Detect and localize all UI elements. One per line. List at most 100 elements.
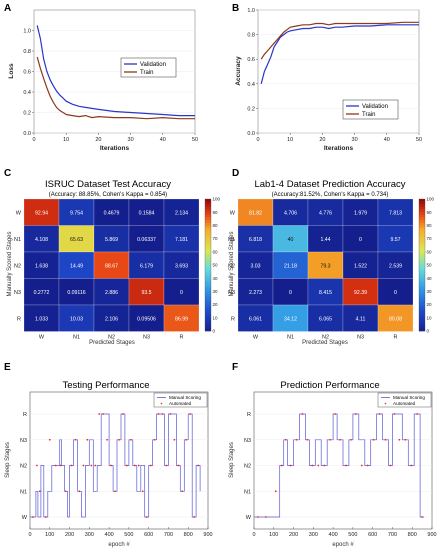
- isruc-cell: [58, 198, 95, 226]
- lab-colorbar-segment: [419, 217, 425, 221]
- lab-cell: [377, 251, 414, 279]
- prediction-automated-point: [295, 438, 298, 441]
- lab-colorbar-segment: [419, 199, 425, 202]
- isruc-subtitle: (Accuracy: 88.85%, Cohen's Kappa = 0.854…: [49, 192, 167, 198]
- prediction-automated-point: [317, 464, 320, 467]
- isruc-colorbar-segment: [205, 296, 211, 300]
- accuracy-x-tick-label: 50: [416, 137, 422, 143]
- lab-colorbar-segment: [419, 286, 425, 290]
- loss-x-axis-label: Iterations: [100, 145, 130, 152]
- accuracy-x-tick-label: 10: [287, 137, 293, 143]
- isruc-cell-value: 7.181: [175, 237, 188, 243]
- isruc-cell-value: 2.106: [105, 316, 118, 322]
- isruc-colorbar-segment: [205, 241, 211, 245]
- lab-colorbar-segment: [419, 251, 425, 255]
- isruc-y-category: N1: [14, 237, 21, 243]
- panel-letter-f: F: [232, 362, 238, 373]
- prediction-y-tick-label: R: [247, 412, 251, 418]
- lab-colorbar-segment: [419, 220, 425, 224]
- isruc-cell-value: 0.09116: [67, 290, 85, 296]
- isruc-colorbar-segment: [205, 201, 211, 205]
- isruc-cell-value: 93.5: [141, 290, 151, 296]
- lab-colorbar-segment: [419, 299, 425, 303]
- isruc-cell: [93, 225, 130, 253]
- lab-cell: [377, 225, 414, 253]
- testing-automated-point: [133, 464, 136, 467]
- lab-y-category: N1: [228, 237, 235, 243]
- lab-colorbar-tick-label: 20: [427, 302, 433, 307]
- loss-y-tick-label: 1.0: [23, 29, 31, 35]
- isruc-cell: [23, 198, 60, 226]
- isruc-cell-value: 0.4679: [104, 210, 120, 216]
- testing-automated-point: [106, 438, 109, 441]
- prediction-y-tick-label: N1: [244, 489, 251, 495]
- lab-cell-value: 80.08: [389, 316, 402, 322]
- isruc-colorbar-segment: [205, 238, 211, 242]
- isruc-x-category: N2: [108, 335, 115, 341]
- isruc-colorbar-tick-label: 90: [213, 210, 219, 215]
- testing-x-tick-label: 900: [203, 532, 212, 538]
- lab-cell-value: 2.273: [249, 290, 262, 296]
- isruc-colorbar-segment: [205, 233, 211, 237]
- isruc-cell: [23, 304, 60, 332]
- isruc-colorbar-segment: [205, 199, 211, 202]
- isruc-cell-value: 14.49: [70, 263, 83, 269]
- lab-x-category: R: [394, 335, 398, 341]
- lab-colorbar-segment: [419, 288, 425, 292]
- isruc-colorbar-tick-label: 70: [213, 236, 219, 241]
- testing-automated-point: [54, 464, 57, 467]
- isruc-cell: [163, 278, 200, 306]
- lab-x-category: N2: [322, 335, 329, 341]
- testing-automated-point: [32, 516, 34, 518]
- isruc-cell: [93, 251, 130, 279]
- accuracy-y-tick-label: 0.6: [247, 57, 255, 63]
- lab-cell-value: 81.82: [249, 210, 262, 216]
- prediction-automated-point: [306, 438, 309, 441]
- isruc-colorbar-segment: [205, 262, 211, 266]
- isruc-colorbar-segment: [205, 246, 211, 250]
- lab-colorbar-segment: [419, 309, 425, 313]
- lab-colorbar-segment: [419, 259, 425, 263]
- testing-automated-point: [114, 490, 116, 493]
- lab-cell-value: 2.539: [389, 263, 402, 269]
- legend-automated-swatch: [384, 402, 387, 405]
- prediction-y-axis-label: Sleep Stages: [229, 442, 235, 478]
- lab-cell: [307, 225, 344, 253]
- lab-colorbar-segment: [419, 238, 425, 242]
- lab-colorbar-segment: [419, 230, 425, 234]
- loss-x-tick-label: 10: [63, 137, 69, 143]
- isruc-colorbar-segment: [205, 230, 211, 234]
- isruc-y-category: R: [17, 316, 21, 322]
- isruc-cell-value: 0.2772: [34, 290, 50, 296]
- lab-colorbar-tick-label: 60: [427, 249, 433, 254]
- isruc-cell-value: 9.754: [70, 210, 83, 216]
- lab-cell-value: 4.11: [356, 316, 366, 322]
- lab-colorbar-frame: [418, 198, 426, 332]
- lab-y-category: N2: [228, 263, 235, 269]
- prediction-automated-point: [416, 413, 419, 415]
- testing-automated-point: [86, 438, 89, 441]
- lab-cell-value: 4.776: [319, 210, 332, 216]
- loss-y-tick-label: 0.4: [23, 90, 31, 96]
- lab-cell-value: 34.12: [284, 316, 297, 322]
- isruc-cell: [128, 304, 165, 332]
- isruc-colorbar-segment: [205, 315, 211, 319]
- testing-x-tick-label: 100: [45, 532, 54, 538]
- isruc-colorbar-tick-label: 40: [213, 276, 219, 281]
- lab-colorbar-segment: [419, 283, 425, 287]
- testing-automated-point: [38, 490, 41, 493]
- isruc-cell: [93, 304, 130, 332]
- testing-automated-point: [137, 464, 140, 467]
- lab-cell: [342, 225, 379, 253]
- prediction-automated-point: [345, 464, 347, 467]
- lab-cell: [237, 225, 274, 253]
- isruc-y-category: N3: [14, 290, 21, 296]
- lab-cell-value: 4.706: [284, 210, 297, 216]
- accuracy-y-tick-label: 0.2: [247, 106, 255, 112]
- isruc-cell-value: 0.06337: [137, 237, 156, 243]
- isruc-cell-value: 1.638: [35, 263, 48, 269]
- prediction-x-tick-label: 0: [252, 532, 255, 538]
- testing-y-tick-label: N3: [20, 438, 27, 444]
- lab-colorbar-tick-label: 0: [427, 329, 430, 334]
- isruc-colorbar-segment: [205, 220, 211, 224]
